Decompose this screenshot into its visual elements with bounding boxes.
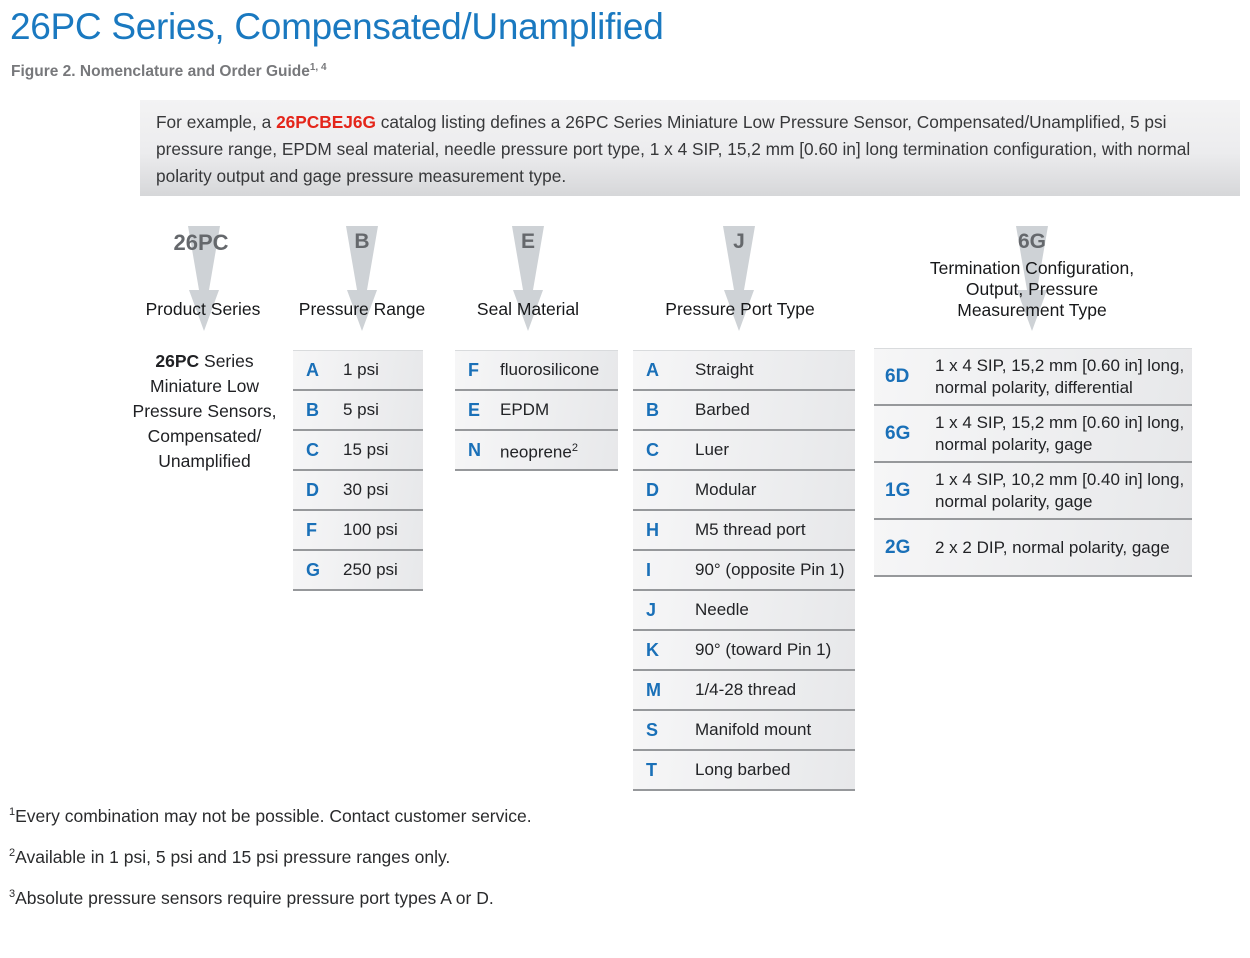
column-code-termination: 6G bbox=[1017, 230, 1047, 253]
table-row: E EPDM bbox=[455, 391, 618, 431]
column-code-pressure-port: J bbox=[733, 230, 745, 253]
table-row: S Manifold mount bbox=[633, 711, 855, 751]
table-row: F 100 psi bbox=[293, 511, 423, 551]
table-row: 2G 2 x 2 DIP, normal polarity, gage bbox=[874, 520, 1192, 577]
table-row: C 15 psi bbox=[293, 431, 423, 471]
down-arrow-icon bbox=[346, 226, 378, 331]
example-box: For example, a 26PCBEJ6G catalog listing… bbox=[140, 100, 1240, 196]
footnote-2: 2Available in 1 psi, 5 psi and 15 psi pr… bbox=[9, 847, 451, 867]
down-arrow-icon bbox=[512, 226, 544, 331]
figure-caption: Figure 2. Nomenclature and Order Guide1,… bbox=[11, 62, 327, 81]
column-code-pressure-range: B bbox=[354, 230, 370, 253]
example-catalog-code: 26PCBEJ6G bbox=[276, 112, 376, 132]
table-row: H M5 thread port bbox=[633, 511, 855, 551]
table-row: B Barbed bbox=[633, 391, 855, 431]
column-label-pressure-port: Pressure Port Type bbox=[665, 299, 815, 319]
column-label-termination: Termination Configuration, Output, Press… bbox=[929, 258, 1135, 320]
column-code-product-series: 26PC bbox=[173, 230, 229, 255]
footnote-3: 3Absolute pressure sensors require press… bbox=[9, 888, 494, 908]
table-row: 6D 1 x 4 SIP, 15,2 mm [0.60 in] long, nor… bbox=[874, 349, 1192, 406]
pressure-port-table: A Straight B Barbed C Luer D Modular H M5 thr… bbox=[633, 350, 855, 791]
table-row: D Modular bbox=[633, 471, 855, 511]
column-code-seal-material: E bbox=[520, 230, 536, 253]
table-row: J Needle bbox=[633, 591, 855, 631]
footnote-1: 1Every combination may not be possible. … bbox=[9, 806, 532, 826]
table-row: T Long barbed bbox=[633, 751, 855, 791]
table-row: 6G 1 x 4 SIP, 15,2 mm [0.60 in] long, nor… bbox=[874, 406, 1192, 463]
down-arrow-icon bbox=[1016, 226, 1048, 331]
product-series-description: 26PC Series Miniature Low Pressure Senso… bbox=[132, 351, 277, 471]
table-row: 1G 1 x 4 SIP, 10,2 mm [0.40 in] long, nor… bbox=[874, 463, 1192, 520]
example-text: For example, a 26PCBEJ6G catalog listing… bbox=[156, 112, 1191, 186]
table-row: A Straight bbox=[633, 351, 855, 391]
figure-caption-superscript: 1, 4 bbox=[309, 62, 327, 73]
down-arrow-icon bbox=[188, 226, 220, 331]
table-row: C Luer bbox=[633, 431, 855, 471]
column-label-seal-material: Seal Material bbox=[476, 299, 580, 319]
page-title: 26PC Series, Compensated/Unamplified bbox=[10, 6, 664, 47]
table-row: D 30 psi bbox=[293, 471, 423, 511]
column-label-pressure-range: Pressure Range bbox=[298, 299, 426, 319]
column-label-product-series: Product Series bbox=[145, 299, 261, 319]
down-arrow-icon bbox=[723, 226, 755, 331]
table-row: M 1/4-28 thread bbox=[633, 671, 855, 711]
table-row: I 90° (opposite Pin 1) bbox=[633, 551, 855, 591]
termination-table: 6D 1 x 4 SIP, 15,2 mm [0.60 in] long, nor… bbox=[874, 348, 1192, 577]
table-row: G 250 psi bbox=[293, 551, 423, 591]
table-row: K 90° (toward Pin 1) bbox=[633, 631, 855, 671]
